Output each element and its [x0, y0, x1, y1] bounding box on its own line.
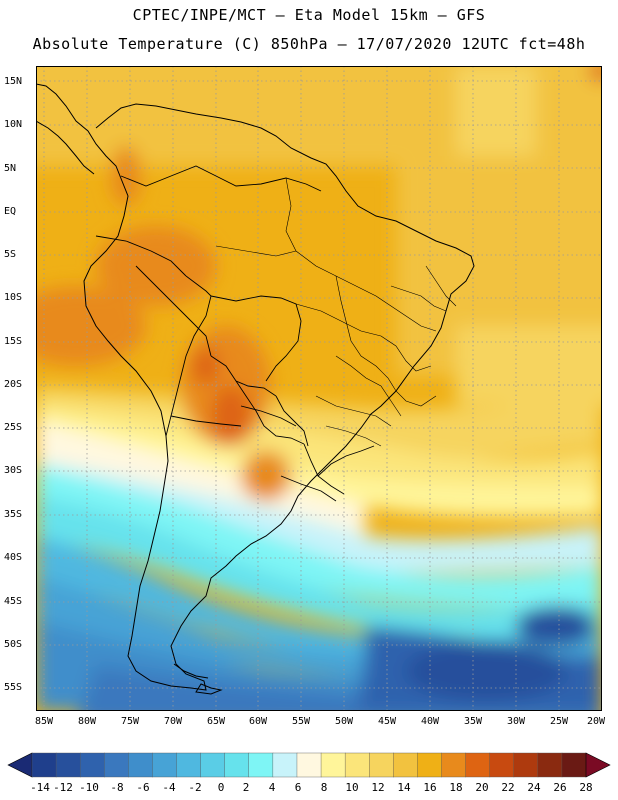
colorbar-label: 2 — [242, 781, 250, 794]
colorbar-cell — [55, 752, 81, 778]
colorbar-cell — [152, 752, 178, 778]
lon-label-40w: 40W — [420, 716, 440, 727]
colorbar-label: -14 — [30, 781, 50, 794]
colorbar-cell — [465, 752, 491, 778]
lat-label-20s: 20S — [4, 379, 23, 390]
lon-label-85w: 85W — [34, 716, 54, 727]
lat-label-25s: 25S — [4, 422, 23, 433]
lon-label-50w: 50W — [334, 716, 354, 727]
colorbar-cell — [369, 752, 394, 778]
colorbar-label: 18 — [449, 781, 463, 794]
colorbar-cell — [248, 752, 274, 778]
map-canvas — [36, 66, 602, 711]
lon-label-65w: 65W — [206, 716, 226, 727]
colorbar-cell — [344, 752, 370, 778]
colorbar-cell — [561, 752, 587, 778]
colorbar-cell — [489, 752, 515, 778]
colorbar-label: 12 — [371, 781, 385, 794]
lon-label-20w: 20W — [586, 716, 606, 727]
lat-label-5s: 5S — [4, 249, 17, 260]
map-title-line-2: Absolute Temperature (C) 850hPa – 17/07/… — [32, 35, 586, 53]
colorbar-label: 0 — [217, 781, 225, 794]
colorbar-cell — [224, 752, 250, 778]
colorbar-cell — [272, 752, 298, 778]
lon-label-60w: 60W — [248, 716, 268, 727]
colorbar-cell — [200, 752, 226, 778]
colorbar-cell — [537, 752, 563, 778]
coastlines — [36, 83, 475, 695]
colorbar-cell — [79, 752, 105, 778]
colorbar-label: -2 — [188, 781, 202, 794]
colorbar-label: 26 — [553, 781, 567, 794]
colorbar-cells — [31, 752, 587, 778]
colorbar-over-arrow — [585, 752, 611, 778]
lat-label-45s: 45S — [4, 596, 23, 607]
lat-label-30s: 30S — [4, 465, 23, 476]
country-borders — [95, 165, 375, 502]
lat-label-55s: 55S — [4, 682, 23, 693]
colorbar-label: -10 — [79, 781, 99, 794]
lat-label-eq: EQ — [4, 206, 17, 217]
lat-label-15s: 15S — [4, 336, 23, 347]
map-frame — [36, 66, 602, 711]
colorbar-label: 6 — [294, 781, 302, 794]
colorbar-cell — [128, 752, 153, 778]
lon-label-80w: 80W — [77, 716, 97, 727]
colorbar-label: 4 — [268, 781, 276, 794]
lat-label-35s: 35S — [4, 509, 23, 520]
lat-label-10n: 10N — [4, 119, 23, 130]
colorbar-label: 24 — [527, 781, 541, 794]
colorbar-label: -12 — [53, 781, 73, 794]
lat-label-15n: 15N — [4, 76, 23, 87]
colorbar-cell — [31, 752, 57, 778]
lat-label-50s: 50S — [4, 639, 23, 650]
colorbar-label: 22 — [501, 781, 515, 794]
colorbar-label: -8 — [110, 781, 124, 794]
colorbar-label: 28 — [579, 781, 593, 794]
colorbar-label: 20 — [475, 781, 489, 794]
colorbar-cell — [176, 752, 202, 778]
colorbar-cell — [513, 752, 539, 778]
state-borders — [215, 177, 457, 447]
lon-label-55w: 55W — [291, 716, 311, 727]
colorbar-under-arrow — [7, 752, 33, 778]
colorbar-label: -6 — [136, 781, 150, 794]
lon-label-75w: 75W — [120, 716, 140, 727]
colorbar-label: -4 — [162, 781, 176, 794]
colorbar-label: 14 — [397, 781, 411, 794]
colorbar-cell — [104, 752, 129, 778]
lon-label-35w: 35W — [463, 716, 483, 727]
colorbar — [7, 752, 611, 778]
lon-label-30w: 30W — [506, 716, 526, 727]
lat-label-10s: 10S — [4, 292, 23, 303]
colorbar-cell — [417, 752, 442, 778]
map-title-line-1: CPTEC/INPE/MCT – Eta Model 15km – GFS — [132, 6, 486, 24]
temperature-map — [36, 66, 602, 711]
colorbar-cell — [393, 752, 418, 778]
lat-label-40s: 40S — [4, 552, 23, 563]
lon-label-45w: 45W — [377, 716, 397, 727]
lat-label-5n: 5N — [4, 163, 17, 174]
colorbar-label: 16 — [423, 781, 437, 794]
colorbar-cell — [320, 752, 346, 778]
colorbar-cell — [441, 752, 467, 778]
lon-label-25w: 25W — [549, 716, 569, 727]
colorbar-label: 10 — [345, 781, 359, 794]
colorbar-label: 8 — [320, 781, 328, 794]
colorbar-cell — [296, 752, 322, 778]
lon-label-70w: 70W — [163, 716, 183, 727]
